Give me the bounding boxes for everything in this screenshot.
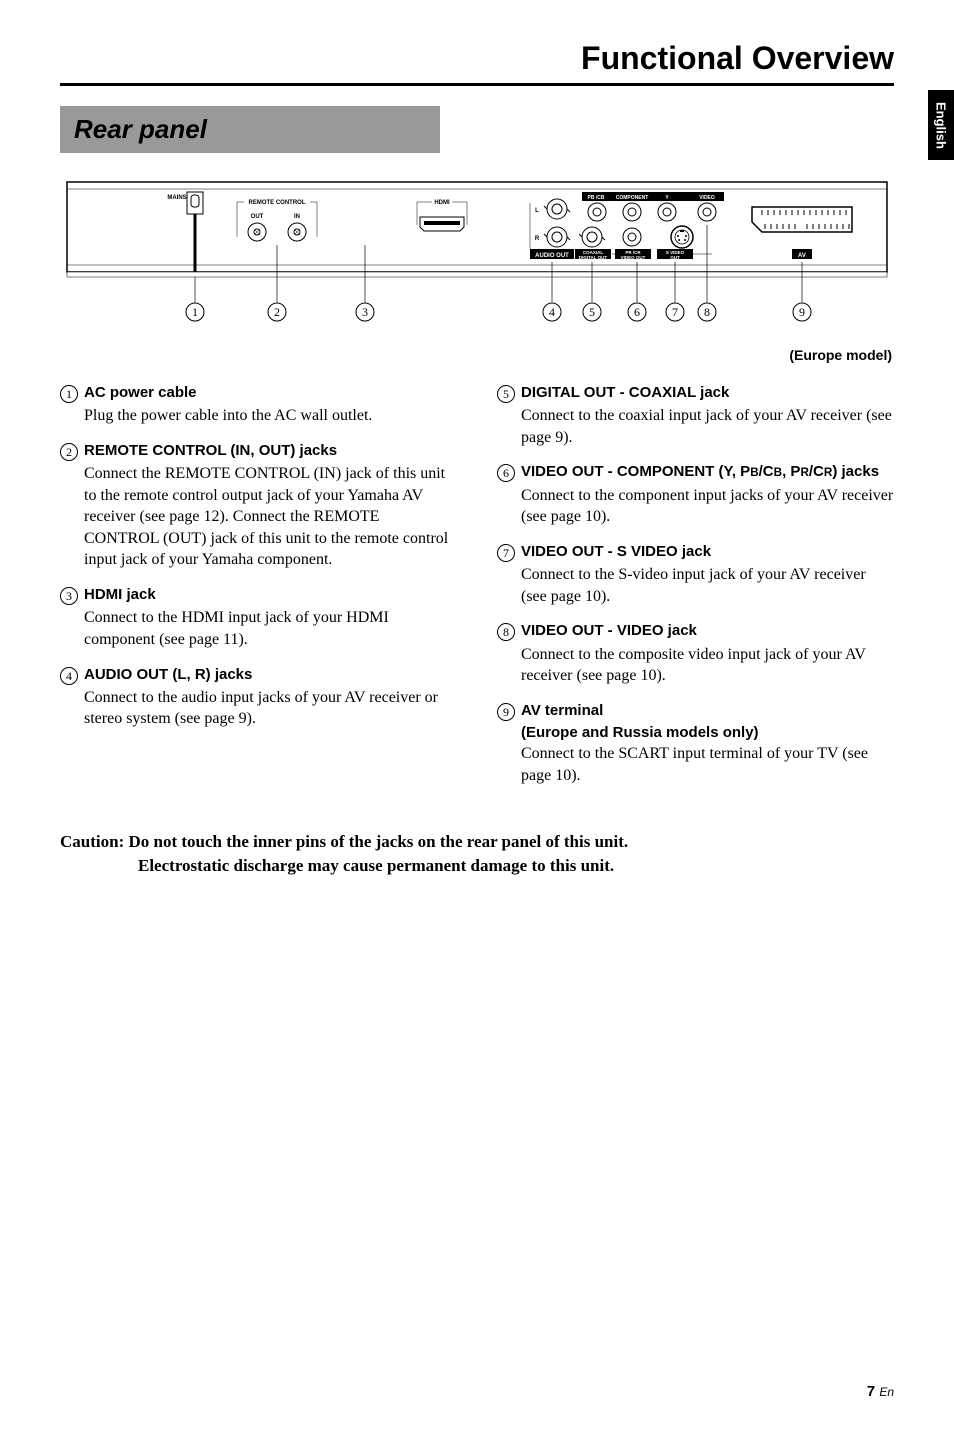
svg-text:DIGITAL OUT: DIGITAL OUT [579, 255, 608, 260]
svg-text:OUT: OUT [670, 255, 680, 260]
item-desc: Plug the power cable into the AC wall ou… [84, 405, 457, 427]
item-title: VIDEO OUT - S VIDEO jack [521, 542, 894, 562]
page-title: Functional Overview [60, 40, 894, 86]
item-desc: Connect to the audio input jacks of your… [84, 687, 457, 730]
svg-text:IN: IN [294, 214, 300, 220]
item-desc: Connect to the component input jacks of … [521, 485, 894, 528]
svg-text:1: 1 [192, 305, 198, 319]
item-2: 2 REMOTE CONTROL (IN, OUT) jacks Connect… [60, 441, 457, 571]
svg-text:5: 5 [589, 305, 595, 319]
rear-panel-diagram: MAINS REMOTE CONTROL OUT IN HDMI L R [62, 177, 892, 337]
item-number: 1 [60, 385, 78, 403]
svg-text:9: 9 [799, 305, 805, 319]
svg-text:AV: AV [798, 253, 806, 259]
item-9: 9 AV terminal (Europe and Russia models … [497, 701, 894, 787]
svg-text:8: 8 [704, 305, 710, 319]
caution-line2: Electrostatic discharge may cause perman… [60, 854, 894, 878]
item-number: 7 [497, 544, 515, 562]
svg-text:2: 2 [274, 305, 280, 319]
item-7: 7 VIDEO OUT - S VIDEO jack Connect to th… [497, 542, 894, 607]
item-number: 2 [60, 443, 78, 461]
language-tab: English [928, 90, 954, 160]
svg-text:VIDEO: VIDEO [699, 195, 715, 201]
caution-line1: Caution: Do not touch the inner pins of … [60, 832, 628, 851]
svg-text:REMOTE CONTROL: REMOTE CONTROL [249, 200, 306, 206]
item-4: 4 AUDIO OUT (L, R) jacks Connect to the … [60, 665, 457, 730]
svg-text:4: 4 [549, 305, 555, 319]
svg-text:3: 3 [362, 305, 368, 319]
svg-text:HDMI: HDMI [434, 200, 450, 206]
right-column: 5 DIGITAL OUT - COAXIAL jack Connect to … [497, 383, 894, 800]
svg-text:7: 7 [672, 305, 678, 319]
item-title: REMOTE CONTROL (IN, OUT) jacks [84, 441, 457, 461]
item-number: 9 [497, 703, 515, 721]
item-title: VIDEO OUT - VIDEO jack [521, 621, 894, 641]
page-number: 7 [867, 1383, 875, 1400]
item-title: HDMI jack [84, 585, 457, 605]
item-title: AC power cable [84, 383, 457, 403]
item-3: 3 HDMI jack Connect to the HDMI input ja… [60, 585, 457, 650]
item-desc: Connect to the S-video input jack of you… [521, 564, 894, 607]
item-desc: Connect to the coaxial input jack of you… [521, 405, 894, 448]
item-number: 5 [497, 385, 515, 403]
item-number: 3 [60, 587, 78, 605]
item-title: DIGITAL OUT - COAXIAL jack [521, 383, 894, 403]
caution-text: Caution: Do not touch the inner pins of … [60, 830, 894, 878]
page-suffix: En [879, 1385, 894, 1399]
item-5: 5 DIGITAL OUT - COAXIAL jack Connect to … [497, 383, 894, 448]
item-6: 6 VIDEO OUT - COMPONENT (Y, PB/CB, PR/CR… [497, 462, 894, 527]
svg-text:MAINS: MAINS [167, 195, 186, 201]
item-subtitle: (Europe and Russia models only) [521, 723, 894, 743]
item-number: 8 [497, 623, 515, 641]
svg-text:COMPONENT: COMPONENT [616, 195, 649, 201]
item-1: 1 AC power cable Plug the power cable in… [60, 383, 457, 427]
svg-text:OUT: OUT [251, 214, 264, 220]
item-desc: Connect to the composite video input jac… [521, 644, 894, 687]
left-column: 1 AC power cable Plug the power cable in… [60, 383, 457, 800]
item-desc: Connect to the HDMI input jack of your H… [84, 607, 457, 650]
section-header: Rear panel [60, 106, 440, 153]
svg-text:PB /CB: PB /CB [588, 195, 605, 201]
item-desc: Connect to the SCART input terminal of y… [521, 743, 894, 786]
item-number: 6 [497, 464, 515, 482]
item-title: AUDIO OUT (L, R) jacks [84, 665, 457, 685]
item-title: VIDEO OUT - COMPONENT (Y, PB/CB, PR/CR) … [521, 462, 894, 482]
svg-text:6: 6 [634, 305, 640, 319]
item-title: AV terminal [521, 701, 894, 721]
diagram-caption: (Europe model) [62, 347, 892, 363]
page-footer: 7 En [867, 1383, 894, 1400]
item-8: 8 VIDEO OUT - VIDEO jack Connect to the … [497, 621, 894, 686]
svg-text:L: L [535, 208, 539, 214]
svg-text:AUDIO OUT: AUDIO OUT [535, 253, 569, 259]
description-columns: 1 AC power cable Plug the power cable in… [60, 383, 894, 800]
item-number: 4 [60, 667, 78, 685]
svg-text:VIDEO OUT: VIDEO OUT [621, 255, 646, 260]
item-desc: Connect the REMOTE CONTROL (IN) jack of … [84, 463, 457, 571]
svg-text:R: R [535, 236, 540, 242]
